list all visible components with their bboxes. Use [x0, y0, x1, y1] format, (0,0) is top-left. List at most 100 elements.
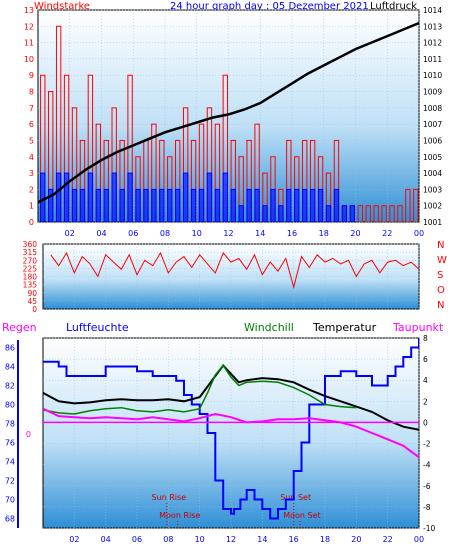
temp-x-tick: 14 [257, 535, 267, 544]
wind-y-tick: 9 [29, 71, 34, 80]
wind-bar [71, 107, 78, 222]
gust-bar [167, 188, 173, 222]
astro-event-label: Sun Rise [151, 493, 186, 502]
temperature-label: Temperatur [312, 321, 377, 334]
wind-bar [95, 123, 102, 222]
gust-bars [40, 172, 356, 222]
gust-bar [317, 188, 324, 222]
pressure-series [38, 21, 419, 204]
compass-letter: W [437, 255, 447, 266]
gust-bar [79, 188, 86, 222]
pressure-y-tick: 1004 [423, 169, 442, 178]
gust-bar [302, 188, 308, 222]
gust-bar [333, 188, 340, 222]
pressure-label: Luftdruck [370, 1, 417, 12]
gust-bar [214, 188, 221, 222]
humidity-label: Luftfeuchte [66, 321, 129, 334]
gust-bar [230, 188, 236, 222]
wind-x-tick: 20 [350, 229, 360, 238]
wind-y-tick: 8 [29, 88, 34, 97]
wind-y-tick: 7 [29, 104, 34, 113]
gust-bar [254, 188, 260, 222]
direction-y-tick: 0 [32, 305, 37, 314]
temp-x-tick: 00 [414, 535, 424, 544]
gust-bar [341, 205, 348, 222]
direction-grid [43, 243, 420, 310]
temp-plot-area [42, 337, 420, 529]
pressure-y-tick: 1001 [423, 218, 442, 227]
pressure-y-tick: 1007 [423, 120, 442, 129]
temp-series [43, 338, 419, 520]
windchill-line [43, 364, 357, 415]
humidity-y-tick: 78 [5, 420, 15, 429]
wind-x-tick: 14 [255, 229, 265, 238]
compass-letter: N [437, 240, 444, 251]
wind-bar [198, 123, 205, 222]
humidity-y-tick: 86 [5, 344, 15, 353]
wind-y-tick: 4 [29, 153, 34, 162]
wind-x-tick: 08 [160, 229, 170, 238]
temp-y-tick: -4 [423, 461, 431, 470]
compass-letter: S [437, 270, 443, 281]
direction-y-tick: 45 [27, 297, 37, 306]
wind-bar [389, 205, 395, 222]
gust-bar [278, 205, 284, 222]
temp-x-tick: 16 [289, 535, 299, 544]
wind-bar [397, 205, 403, 222]
wind-bar [151, 123, 157, 222]
temp-x-tick: 20 [351, 535, 361, 544]
astro-event-label: Moon Rise [159, 511, 200, 520]
gust-bar [87, 172, 94, 222]
wind-x-tick: 10 [192, 229, 202, 238]
wind-x-tick: 04 [96, 229, 106, 238]
temp-x-tick: 04 [101, 535, 111, 544]
temp-x-tick: 02 [69, 535, 79, 544]
wind-bar [413, 188, 419, 222]
direction-y-tick: 180 [23, 273, 38, 282]
temp-y-tick: -2 [423, 440, 431, 449]
temperature-line [43, 363, 419, 431]
astro-events: Sun Rise Moon Rise Sun Set Moon Set [151, 493, 321, 528]
temp-x-tick: 08 [163, 535, 173, 544]
wind-y-tick: 1 [29, 202, 34, 211]
wind-bar [254, 123, 260, 222]
astro-event-label: Sun Set [280, 493, 311, 502]
wind-bar [381, 205, 387, 222]
wind-x-tick: 02 [65, 229, 75, 238]
gust-bar [159, 188, 165, 222]
gust-bar [175, 188, 181, 222]
temp-y-tick: 4 [423, 376, 428, 385]
direction-y-tick: 360 [23, 240, 38, 249]
gust-bar [238, 205, 244, 222]
wind-bar [182, 107, 189, 222]
pressure-y-tick: 1002 [423, 202, 442, 211]
humidity-y-tick: 68 [5, 515, 15, 524]
gust-bar [286, 188, 292, 222]
astro-event-label: Moon Set [283, 511, 320, 520]
wind-bar [206, 107, 213, 222]
humidity-y-tick: 70 [5, 496, 15, 505]
pressure-y-tick: 1005 [423, 153, 442, 162]
wind-x-ticks: 02 04 06 08 10 12 14 16 18 20 22 00 [65, 229, 424, 238]
gust-bar [206, 172, 213, 222]
wind-x-tick: 00 [414, 229, 424, 238]
rain-label: Regen [2, 321, 37, 334]
gust-bar [103, 188, 109, 222]
gust-bar [325, 205, 332, 222]
windchill-label: Windchill [244, 321, 294, 334]
gust-bar [71, 188, 78, 222]
temp-y-ticks: -10 -8 -6 -4 -2 0 2 4 6 8 [423, 334, 435, 533]
temp-y-tick: 8 [423, 334, 428, 343]
temp-y-tick: -8 [423, 503, 431, 512]
gust-bar [309, 188, 316, 222]
pressure-line [38, 21, 419, 204]
wind-y-tick: 11 [24, 39, 34, 48]
humidity-y-tick: 84 [5, 363, 15, 372]
direction-line [50, 251, 419, 290]
gust-bar [119, 188, 125, 222]
temp-x-tick: 22 [383, 535, 393, 544]
gust-bar [182, 172, 189, 222]
